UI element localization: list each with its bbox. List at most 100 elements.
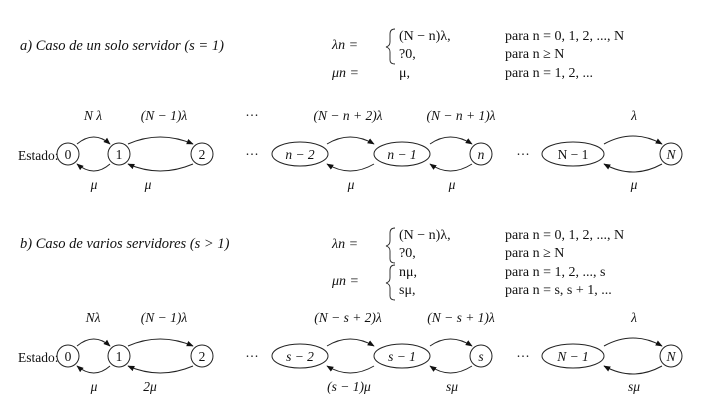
state-text: N − 1 <box>558 147 589 162</box>
arc-bottom-s-s1-b <box>430 366 472 373</box>
caption-a: a) Caso de un solo servidor (s = 1) <box>20 38 224 54</box>
arc-top-N1-N-b <box>604 338 662 346</box>
state-node-a-5: n <box>470 143 492 165</box>
arc-top-1-2-a <box>128 137 193 144</box>
lambda-case-1-cond-b: para n = 0, 1, 2, ..., N <box>505 228 624 243</box>
top-label-b-4: λ <box>630 310 637 325</box>
arc-top-0-1-a <box>77 137 110 144</box>
state-node-b-4: s − 1 <box>374 344 430 368</box>
state-text: N − 1 <box>556 349 589 364</box>
brace-mu-b <box>386 265 395 300</box>
state-node-b-3: s − 2 <box>272 344 328 368</box>
top-label-a-3: (N − n + 1)λ <box>426 108 495 123</box>
state-text: s <box>478 349 483 364</box>
arc-top-1-2-b <box>128 339 193 346</box>
mu-n-lhs-b: μn = <box>331 274 359 289</box>
lambda-case-1-expr-a: (N − n)λ, <box>399 29 451 44</box>
mu-case-1-expr-b: nμ, <box>399 265 417 280</box>
arc-top-N1-N-a <box>604 136 662 144</box>
state-node-a-3: n − 2 <box>272 142 328 166</box>
top-label-b-3: (N − s + 1)λ <box>427 310 495 325</box>
arc-bottom-1-0-a <box>77 164 110 171</box>
state-text: 1 <box>116 349 123 364</box>
bottom-label-a-4: μ <box>630 177 638 192</box>
ellipsis-b-2: ··· <box>516 349 530 364</box>
lambda-n-lhs-a: λn = <box>331 38 358 53</box>
arc-bottom-2-1-b <box>128 366 193 373</box>
arc-top-n2-n1-a <box>327 137 374 144</box>
arc-bottom-2-1-a <box>128 164 193 171</box>
state-node-a-0: 0 <box>57 143 79 165</box>
arc-bottom-s1-s2-b <box>327 366 374 373</box>
mu-case-1-cond-b: para n = 1, 2, ..., s <box>505 265 605 280</box>
state-text: n − 2 <box>285 147 315 162</box>
state-node-a-7: N <box>660 143 682 165</box>
top-label-a-4: λ <box>630 108 637 123</box>
bottom-label-a-2: μ <box>347 177 355 192</box>
state-node-a-4: n − 1 <box>374 142 430 166</box>
caption-b: b) Caso de varios servidores (s > 1) <box>20 236 230 252</box>
bottom-label-b-1: 2μ <box>143 379 157 394</box>
brace-lambda-a <box>386 29 395 64</box>
state-node-b-6: N − 1 <box>542 344 604 368</box>
top-label-b-2: (N − s + 2)λ <box>314 310 382 325</box>
lambda-case-2-cond-b: para n ≥ N <box>505 246 564 261</box>
ellipsis-b-1: ··· <box>245 349 259 364</box>
mu-n-lhs-a: μn = <box>331 66 359 81</box>
top-label-b-1: (N − 1)λ <box>141 310 188 325</box>
state-text: n − 1 <box>387 147 416 162</box>
state-text: 2 <box>199 349 206 364</box>
state-text: s − 2 <box>286 349 314 364</box>
state-node-b-5: s <box>470 345 492 367</box>
mu-case-2-expr-b: sμ, <box>399 283 415 298</box>
lambda-case-1-expr-b: (N − n)λ, <box>399 228 451 243</box>
state-node-b-1: 1 <box>108 345 130 367</box>
arc-bottom-N-N1-a <box>604 164 662 172</box>
state-text: n <box>478 147 485 162</box>
state-text: s − 1 <box>388 349 416 364</box>
bottom-label-b-2: (s − 1)μ <box>327 379 371 394</box>
state-node-a-6: N − 1 <box>542 142 604 166</box>
state-node-a-1: 1 <box>108 143 130 165</box>
state-node-b-0: 0 <box>57 345 79 367</box>
mu-case-1-cond-a: para n = 1, 2, ... <box>505 66 593 81</box>
state-text: 0 <box>65 349 72 364</box>
state-label-a: Estado: <box>18 148 59 163</box>
state-text: N <box>665 349 676 364</box>
bottom-label-b-4: sμ <box>628 379 640 394</box>
arc-bottom-n1-n2-a <box>327 164 374 171</box>
bottom-label-a-3: μ <box>448 177 456 192</box>
lambda-case-2-expr-b: ?0, <box>399 246 416 261</box>
arc-top-s2-s1-b <box>327 339 374 346</box>
lambda-n-lhs-b: λn = <box>331 237 358 252</box>
brace-lambda-b <box>386 228 395 263</box>
state-node-b-7: N <box>660 345 682 367</box>
arc-top-0-1-b <box>77 339 110 346</box>
mu-case-2-cond-b: para n = s, s + 1, ... <box>505 283 612 298</box>
state-node-b-2: 2 <box>191 345 213 367</box>
top-label-b-0: Nλ <box>85 310 101 325</box>
state-label-b: Estado: <box>18 350 59 365</box>
ellipsis-a-1: ··· <box>245 147 259 162</box>
bottom-label-b-3: sμ <box>446 379 458 394</box>
section-b: b) Caso de varios servidores (s > 1) λn … <box>18 228 682 394</box>
ellipsis-a-2: ··· <box>516 147 530 162</box>
top-label-a-2: (N − n + 2)λ <box>313 108 382 123</box>
state-text: 0 <box>65 147 72 162</box>
bottom-label-a-1: μ <box>144 177 152 192</box>
arc-top-s1-s-b <box>430 339 472 346</box>
bottom-label-b-0: μ <box>90 379 98 394</box>
lambda-case-2-expr-a: ?0, <box>399 47 416 62</box>
arc-bottom-n-n1-a <box>430 164 472 171</box>
state-text: 1 <box>116 147 123 162</box>
ellipsis-a-top: ··· <box>245 108 259 123</box>
mu-case-1-expr-a: μ, <box>399 66 410 81</box>
lambda-case-1-cond-a: para n = 0, 1, 2, ..., N <box>505 29 624 44</box>
state-node-a-2: 2 <box>191 143 213 165</box>
bottom-label-a-0: μ <box>90 177 98 192</box>
section-a: a) Caso de un solo servidor (s = 1) λn =… <box>18 29 682 192</box>
arc-bottom-1-0-b <box>77 366 110 373</box>
top-label-a-1: (N − 1)λ <box>141 108 188 123</box>
lambda-case-2-cond-a: para n ≥ N <box>505 47 564 62</box>
